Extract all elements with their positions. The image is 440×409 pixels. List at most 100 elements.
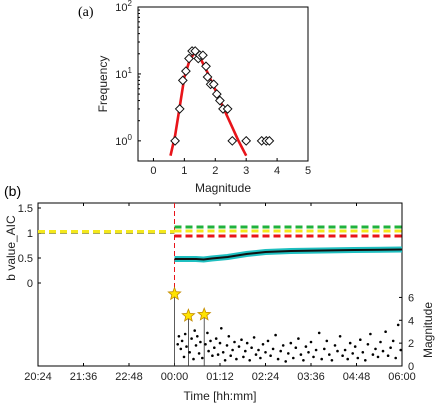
event-dot <box>229 354 232 358</box>
event-dot <box>359 338 362 342</box>
event-star <box>167 286 182 301</box>
event-dot <box>248 359 251 362</box>
event-dot <box>304 345 308 348</box>
event-dot <box>330 359 334 362</box>
event-dot <box>188 351 191 354</box>
panel-b-x-label: Time [hh:mm] <box>184 389 257 403</box>
x-tick-label: 5 <box>305 165 311 177</box>
panel-b-left-y-label: b value_AIC <box>4 215 18 281</box>
event-dot <box>179 347 183 351</box>
event-dot <box>185 345 188 348</box>
event-dot <box>227 335 231 338</box>
event-dot <box>348 341 352 345</box>
x-tick-label: 1 <box>181 165 187 177</box>
event-dot <box>297 337 300 340</box>
event-dot <box>245 341 249 345</box>
event-dot <box>196 335 199 338</box>
event-dot <box>323 347 326 351</box>
y-tick-label: 101 <box>115 66 132 81</box>
event-dot <box>366 343 370 346</box>
event-dot <box>213 346 216 350</box>
panel-a-x-ticks: 0 1 2 3 4 5 <box>150 158 311 177</box>
event-dot <box>361 351 365 354</box>
left-y-tick-label: 1 <box>27 228 33 240</box>
event-dot <box>289 341 293 345</box>
event-dot <box>294 346 298 350</box>
event-dot <box>193 329 196 332</box>
event-dot <box>266 339 270 343</box>
event-dot <box>338 335 342 338</box>
event-dot <box>231 348 234 352</box>
large-event-stars <box>167 286 212 322</box>
x-tick-label: 0 <box>150 165 156 177</box>
event-dot <box>292 356 295 360</box>
event-dot <box>244 349 247 353</box>
event-dot <box>269 354 272 358</box>
event-dot <box>176 343 179 346</box>
data-point <box>174 104 185 114</box>
panel-b-right-y-ticks: 6 4 2 0 <box>399 292 414 373</box>
event-dot <box>274 333 277 337</box>
event-dot <box>199 340 202 344</box>
event-dot <box>307 351 310 354</box>
right-y-tick-label: 2 <box>408 338 414 350</box>
event-dot <box>264 351 267 354</box>
event-dot <box>207 349 210 353</box>
event-dot <box>287 352 290 355</box>
data-point <box>198 50 208 61</box>
panel-a-y-label: Frequency <box>96 56 110 113</box>
event-dot <box>235 357 238 361</box>
data-point <box>181 66 191 77</box>
event-star <box>181 308 196 322</box>
event-dot <box>223 359 227 362</box>
event-dot <box>399 348 403 352</box>
event-dot <box>201 356 204 360</box>
event-dot <box>197 352 201 355</box>
event-dot <box>381 349 385 353</box>
event-dot <box>394 356 398 360</box>
x-tick-label: 00:00 <box>161 371 189 383</box>
data-point <box>184 53 194 64</box>
panel-a-data-points <box>170 46 275 146</box>
panel-a-x-label: Magnitude <box>195 181 251 195</box>
event-dot <box>225 344 229 347</box>
left-y-tick-label: 0 <box>27 278 33 290</box>
event-dot <box>353 345 357 348</box>
event-dot <box>240 338 243 342</box>
event-dot <box>284 360 288 363</box>
event-dot <box>391 339 395 343</box>
event-dot <box>356 356 360 360</box>
event-dot <box>216 353 220 356</box>
data-point <box>201 61 211 72</box>
event-dot <box>221 351 225 354</box>
event-dot <box>341 354 344 358</box>
event-dot <box>257 348 260 352</box>
reference-b-lines <box>38 225 402 238</box>
event-dot <box>384 330 387 334</box>
b-value-line <box>174 248 403 261</box>
data-point <box>215 95 225 106</box>
event-dot <box>183 332 187 336</box>
event-dot <box>177 335 181 338</box>
event-dot <box>396 323 400 327</box>
event-dot <box>190 337 193 340</box>
event-dot <box>312 355 315 359</box>
event-dot <box>386 354 390 358</box>
event-dot <box>333 344 337 347</box>
event-dots <box>176 323 403 363</box>
data-point <box>241 135 252 146</box>
event-dot <box>204 343 207 346</box>
right-y-tick-label: 4 <box>408 315 414 327</box>
event-dot <box>218 341 222 345</box>
event-dot <box>343 348 347 352</box>
event-dot <box>374 347 377 351</box>
x-tick-label: 22:48 <box>115 371 143 383</box>
event-dot <box>182 355 186 359</box>
data-point <box>211 89 222 99</box>
x-tick-label: 20:24 <box>24 371 52 383</box>
event-dot <box>220 327 223 330</box>
event-dot <box>276 357 280 361</box>
event-dot <box>261 343 265 346</box>
event-dot <box>336 349 339 353</box>
